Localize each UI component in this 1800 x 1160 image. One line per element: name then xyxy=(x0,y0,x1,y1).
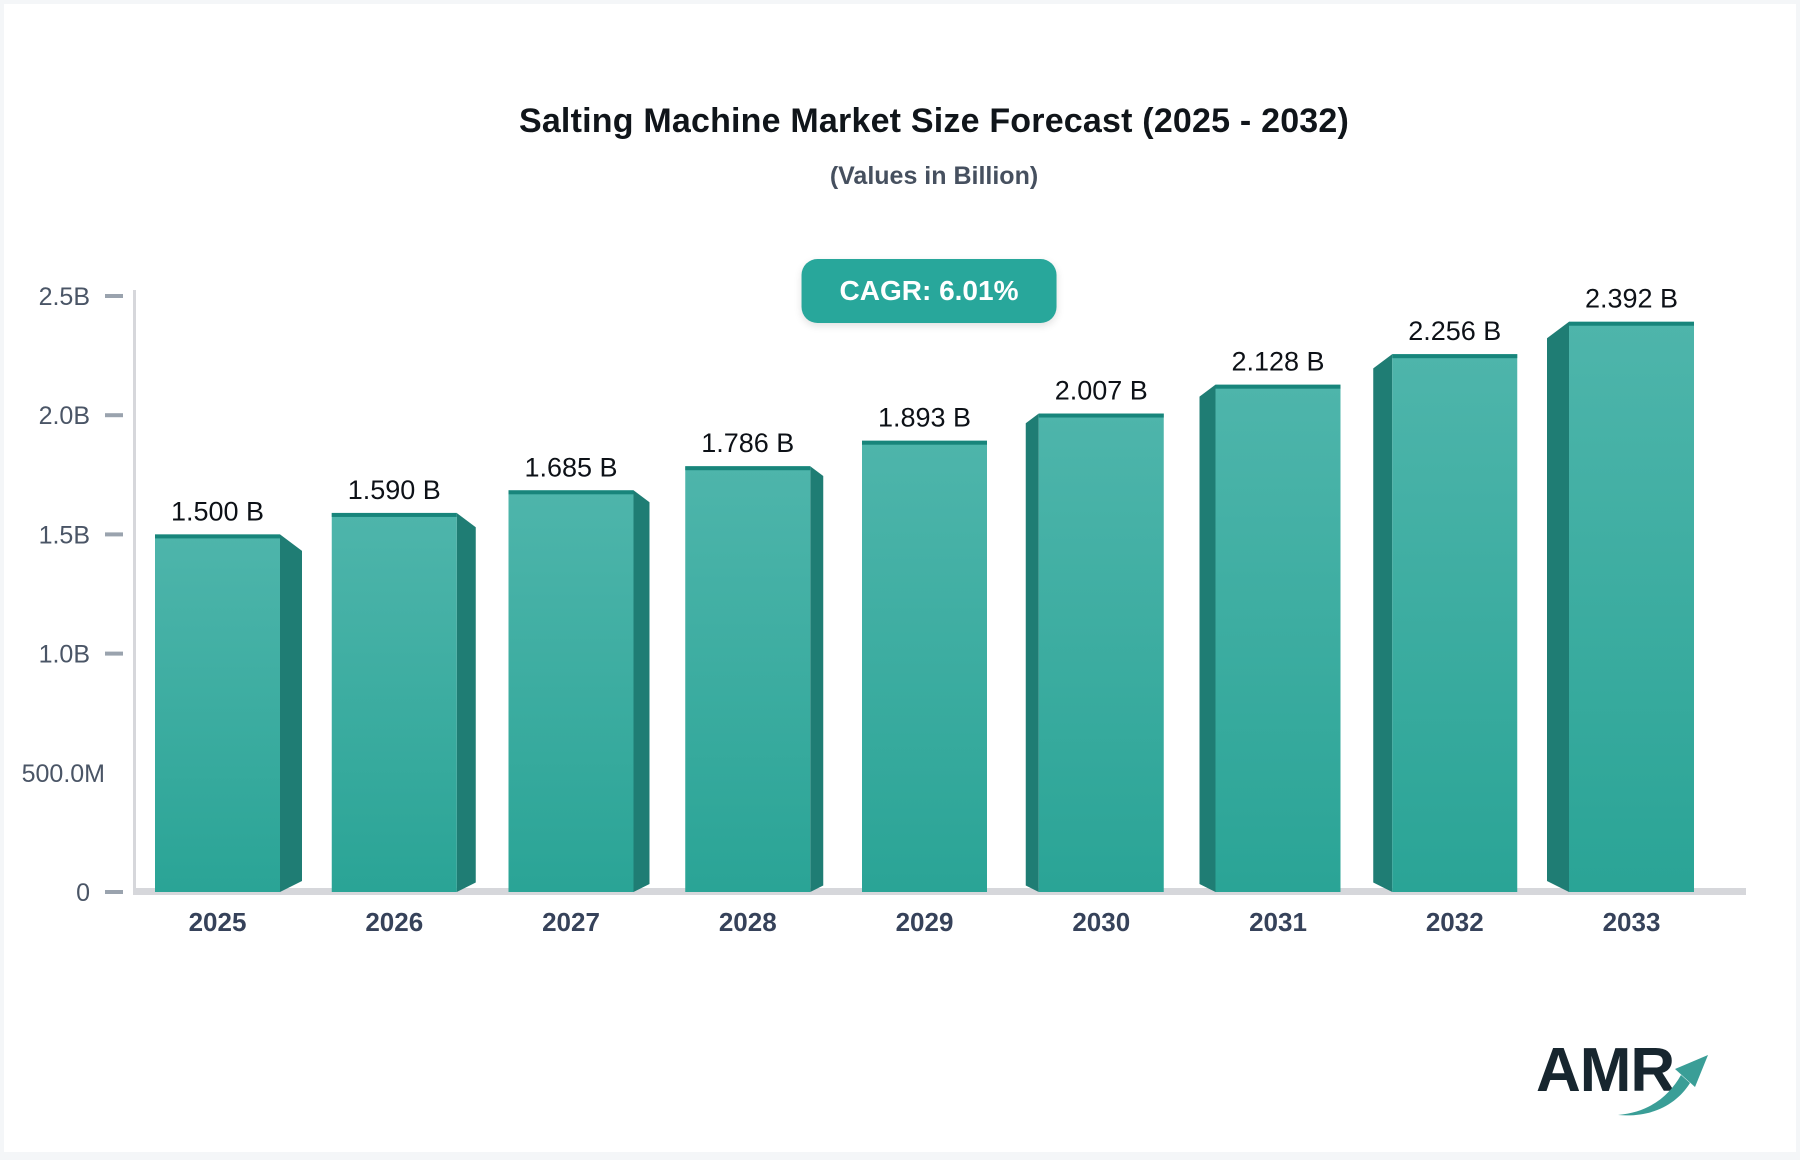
bar-front-face xyxy=(1215,384,1341,892)
bar-top-edge xyxy=(1392,354,1518,359)
bar-front-face xyxy=(1038,413,1164,892)
chart-card: Salting Machine Market Size Forecast (20… xyxy=(4,4,1796,1152)
bar-value-label: 1.786 B xyxy=(701,428,794,458)
bar-2032[interactable]: 2.256 B xyxy=(1373,316,1518,893)
bar-side-face xyxy=(280,534,302,892)
bar-value-label: 2.392 B xyxy=(1585,284,1678,314)
bar-top-edge xyxy=(1038,413,1164,418)
bar-front-face xyxy=(685,466,811,892)
x-axis-label: 2025 xyxy=(189,907,247,937)
y-tick-label: 1.5B xyxy=(39,521,90,549)
bar-value-label: 2.007 B xyxy=(1055,376,1148,406)
bar-front-face xyxy=(331,512,457,892)
bar-value-label: 2.128 B xyxy=(1231,347,1324,377)
bar-side-face xyxy=(1547,321,1569,892)
y-tick-label: 0 xyxy=(76,879,90,907)
bar-side-face xyxy=(456,512,476,892)
bar-side-face xyxy=(1373,354,1393,893)
bar-2027[interactable]: 1.685 B xyxy=(508,452,650,892)
y-tick-label: 2.5B xyxy=(39,283,90,311)
x-axis-label: 2031 xyxy=(1249,907,1307,937)
bar-top-edge xyxy=(1569,321,1694,326)
x-axis-label: 2028 xyxy=(719,907,777,937)
bar-top-edge xyxy=(1215,384,1341,389)
amr-logo: AMR xyxy=(1536,1034,1786,1124)
y-tick-label: 1.0B xyxy=(39,641,90,669)
bar-front-face xyxy=(155,534,280,892)
bar-front-face xyxy=(1392,354,1518,893)
y-tick-mark xyxy=(105,532,123,537)
bar-side-face xyxy=(810,466,824,892)
x-axis-label: 2026 xyxy=(365,907,423,937)
bar-2033[interactable]: 2.392 B xyxy=(1547,284,1694,892)
y-tick-mark xyxy=(105,294,123,298)
chart-title: Salting Machine Market Size Forecast (20… xyxy=(518,102,1350,140)
y-tick-label: 500.0M xyxy=(22,760,105,788)
y-tick-label: 2.0B xyxy=(39,402,90,430)
bar-front-face xyxy=(508,490,634,892)
x-axis-label: 2027 xyxy=(542,907,600,937)
bar-value-label: 1.500 B xyxy=(171,496,264,526)
bar-value-label: 2.256 B xyxy=(1408,316,1501,346)
bar-side-face xyxy=(1199,384,1216,892)
bar-2028[interactable]: 1.786 B xyxy=(685,428,824,892)
bar-top-edge xyxy=(155,534,280,539)
x-axis-label: 2033 xyxy=(1603,907,1661,937)
bar-side-face xyxy=(633,490,650,892)
y-axis-line xyxy=(133,290,136,890)
x-axis-label: 2032 xyxy=(1426,907,1484,937)
growth-arrow-icon xyxy=(1618,1055,1708,1116)
bar-2025[interactable]: 1.500 B xyxy=(155,496,302,892)
bar-value-label: 1.893 B xyxy=(878,403,971,433)
amr-logo-text: AMR xyxy=(1536,1036,1675,1105)
bar-2031[interactable]: 2.128 B xyxy=(1199,347,1341,892)
bar-top-edge xyxy=(862,440,987,445)
chart-subtitle: (Values in Billion) xyxy=(829,162,1039,190)
cagr-badge-label: CAGR: 6.01% xyxy=(839,275,1019,306)
bar-front-face xyxy=(862,440,987,892)
bar-value-label: 1.590 B xyxy=(348,475,441,505)
x-axis-label: 2029 xyxy=(896,907,954,937)
bar-side-face xyxy=(1025,413,1039,892)
bar-value-label: 1.685 B xyxy=(524,452,617,482)
bar-top-edge xyxy=(685,466,811,471)
bar-chart: 0 500.0M 1.0B 1.5B 2.0B 2.5B 1.500 B 2025 1.590 … xyxy=(22,283,1746,937)
y-tick-mark xyxy=(105,413,123,418)
bar-2026[interactable]: 1.590 B xyxy=(331,475,476,892)
cagr-badge: CAGR: 6.01% xyxy=(801,259,1057,323)
bar-2029[interactable]: 1.893 B xyxy=(862,403,987,892)
y-tick-mark xyxy=(105,651,123,656)
bar-front-face xyxy=(1569,321,1694,892)
bar-top-edge xyxy=(331,512,457,517)
bar-2030[interactable]: 2.007 B xyxy=(1025,376,1164,892)
bar-top-edge xyxy=(508,490,634,495)
y-tick-mark xyxy=(105,890,123,894)
x-axis-label: 2030 xyxy=(1072,907,1130,937)
